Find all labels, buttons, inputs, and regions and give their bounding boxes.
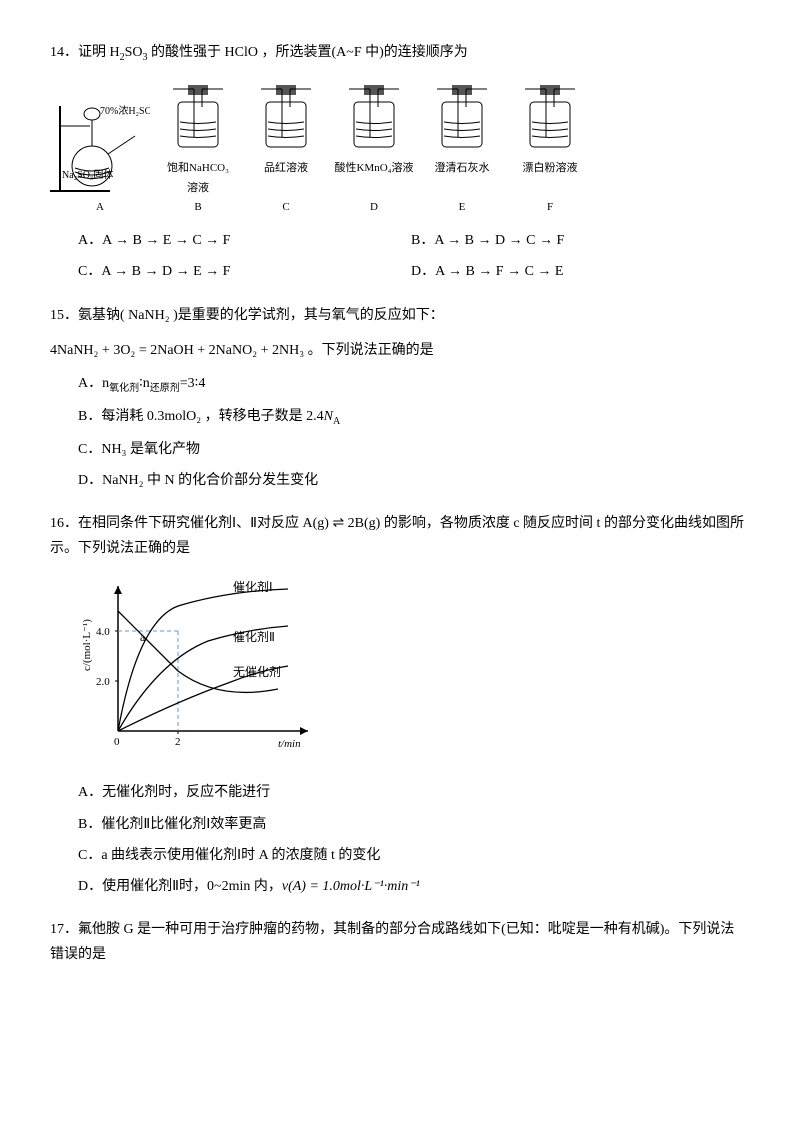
q15-option-a: A．n氧化剂∶n还原剂=3∶4 (78, 371, 744, 398)
apparatus-c-text1: 品红溶液 (264, 159, 308, 179)
concentration-time-chart: 2.0 4.0 0 2 催化剂Ⅰ 催化剂Ⅱ 无催化剂 a t/min c/(mo… (78, 571, 338, 761)
apparatus-a-letter: A (96, 198, 104, 218)
q15-num: 15． (50, 308, 78, 323)
q15-stem: 15．氨基钠( NaNH₂ )是重要的化学试剂，其与氧气的反应如下： (50, 303, 744, 328)
q15-options: A．n氧化剂∶n还原剂=3∶4 B．每消耗 0.3molO₂ ，转移电子数是 2… (78, 371, 744, 493)
q16-option-c: C．a 曲线表示使用催化剂Ⅰ时 A 的浓度随 t 的变化 (78, 843, 744, 868)
q15-equation: 4NaNH₂ + 3O₂ = 2NaOH + 2NaNO₂ + 2NH₃ 。下列… (50, 338, 744, 363)
apparatus-d: 酸性KMnO₄溶液 D (334, 77, 414, 218)
label-cat1: 催化剂Ⅰ (233, 579, 273, 594)
q15-option-b: B．每消耗 0.3molO₂ ，转移电子数是 2.4NA (78, 404, 744, 431)
q16-option-b: B．催化剂Ⅱ比催化剂Ⅰ效率更高 (78, 812, 744, 837)
xtick-2: 2 (175, 736, 181, 748)
apparatus-e: 澄清石灰水 E (422, 77, 502, 218)
apparatus-b-letter: B (194, 198, 201, 218)
q16-option-a: A．无催化剂时，反应不能进行 (78, 780, 744, 805)
apparatus-f: 漂白粉溶液 F (510, 77, 590, 218)
apparatus-row: 70%浓H₂SO₄ Na₂SO₃固体 A 饱和NaHCO₃ 溶液 B (50, 77, 744, 218)
apparatus-f-text1: 漂白粉溶液 (523, 159, 578, 179)
q16-options: A．无催化剂时，反应不能进行 B．催化剂Ⅱ比催化剂Ⅰ效率更高 C．a 曲线表示使… (78, 780, 744, 899)
wash-bottle-icon (246, 77, 326, 157)
apparatus-b: 饱和NaHCO₃ 溶液 B (158, 77, 238, 218)
apparatus-c: 品红溶液 C (246, 77, 326, 218)
ylabel: c/(mol·L⁻¹) (81, 619, 93, 671)
curve-a (118, 611, 278, 692)
q17-stem: 17．氟他胺 G 是一种可用于治疗肿瘤的药物，其制备的部分合成路线如下(已知：吡… (50, 917, 744, 967)
label-nocat: 无催化剂 (233, 664, 281, 679)
apparatus-a: 70%浓H₂SO₄ Na₂SO₃固体 A (50, 96, 150, 218)
ytick-2: 2.0 (96, 676, 110, 688)
ytick-4: 4.0 (96, 626, 110, 638)
question-17: 17．氟他胺 G 是一种可用于治疗肿瘤的药物，其制备的部分合成路线如下(已知：吡… (50, 917, 744, 967)
xlabel: t/min (278, 738, 301, 750)
q16-option-d: D．使用催化剂Ⅱ时，0~2min 内，v(A) = 1.0mol·L⁻¹·min… (78, 874, 744, 899)
q14-options: A．A → B → E → C → F B．A → B → D → C → F … (78, 228, 744, 284)
apparatus-e-letter: E (459, 198, 466, 218)
question-15: 15．氨基钠( NaNH₂ )是重要的化学试剂，其与氧气的反应如下： 4NaNH… (50, 303, 744, 493)
question-14: 14．证明 H2SO3 的酸性强于 HClO ，所选装置(A~F 中)的连接顺序… (50, 40, 744, 285)
apparatus-b-text2: 溶液 (187, 179, 209, 199)
wash-bottle-icon (510, 77, 590, 157)
q14-option-c: C．A → B → D → E → F (78, 259, 411, 284)
apparatus-d-letter: D (370, 198, 378, 218)
q16-chart: 2.0 4.0 0 2 催化剂Ⅰ 催化剂Ⅱ 无催化剂 a t/min c/(mo… (78, 571, 744, 770)
label-h2so4: 70%浓H₂SO₄ (100, 105, 150, 117)
q14-num: 14． (50, 45, 78, 60)
label-cat2: 催化剂Ⅱ (233, 629, 275, 644)
question-16: 16．在相同条件下研究催化剂Ⅰ、Ⅱ对反应 A(g) ⇌ 2B(g) 的影响，各物… (50, 511, 744, 899)
q15-option-c: C．NH₃ 是氧化产物 (78, 437, 744, 462)
apparatus-a-svg: 70%浓H₂SO₄ Na₂SO₃固体 (50, 96, 150, 196)
q14-option-a: A．A → B → E → C → F (78, 228, 411, 253)
wash-bottle-icon (158, 77, 238, 157)
apparatus-e-text1: 澄清石灰水 (435, 159, 490, 179)
q14-stem: 14．证明 H2SO3 的酸性强于 HClO ，所选装置(A~F 中)的连接顺序… (50, 40, 744, 67)
label-na2so3: Na₂SO₃固体 (62, 169, 113, 181)
apparatus-d-text1: 酸性KMnO₄溶液 (334, 159, 413, 179)
label-a: a (140, 630, 146, 644)
q14-option-d: D．A → B → F → C → E (411, 259, 744, 284)
apparatus-f-letter: F (547, 198, 553, 218)
q15-option-d: D．NaNH₂ 中 N 的化合价部分发生变化 (78, 468, 744, 493)
apparatus-c-letter: C (282, 198, 289, 218)
curve-cat1 (118, 589, 288, 731)
q16-num: 16． (50, 516, 78, 531)
wash-bottle-icon (422, 77, 502, 157)
wash-bottle-icon (334, 77, 414, 157)
q16-stem: 16．在相同条件下研究催化剂Ⅰ、Ⅱ对反应 A(g) ⇌ 2B(g) 的影响，各物… (50, 511, 744, 561)
apparatus-b-text1: 饱和NaHCO₃ (167, 159, 229, 179)
q17-num: 17． (50, 922, 78, 937)
xtick-0: 0 (114, 736, 120, 748)
q14-option-b: B．A → B → D → C → F (411, 228, 744, 253)
